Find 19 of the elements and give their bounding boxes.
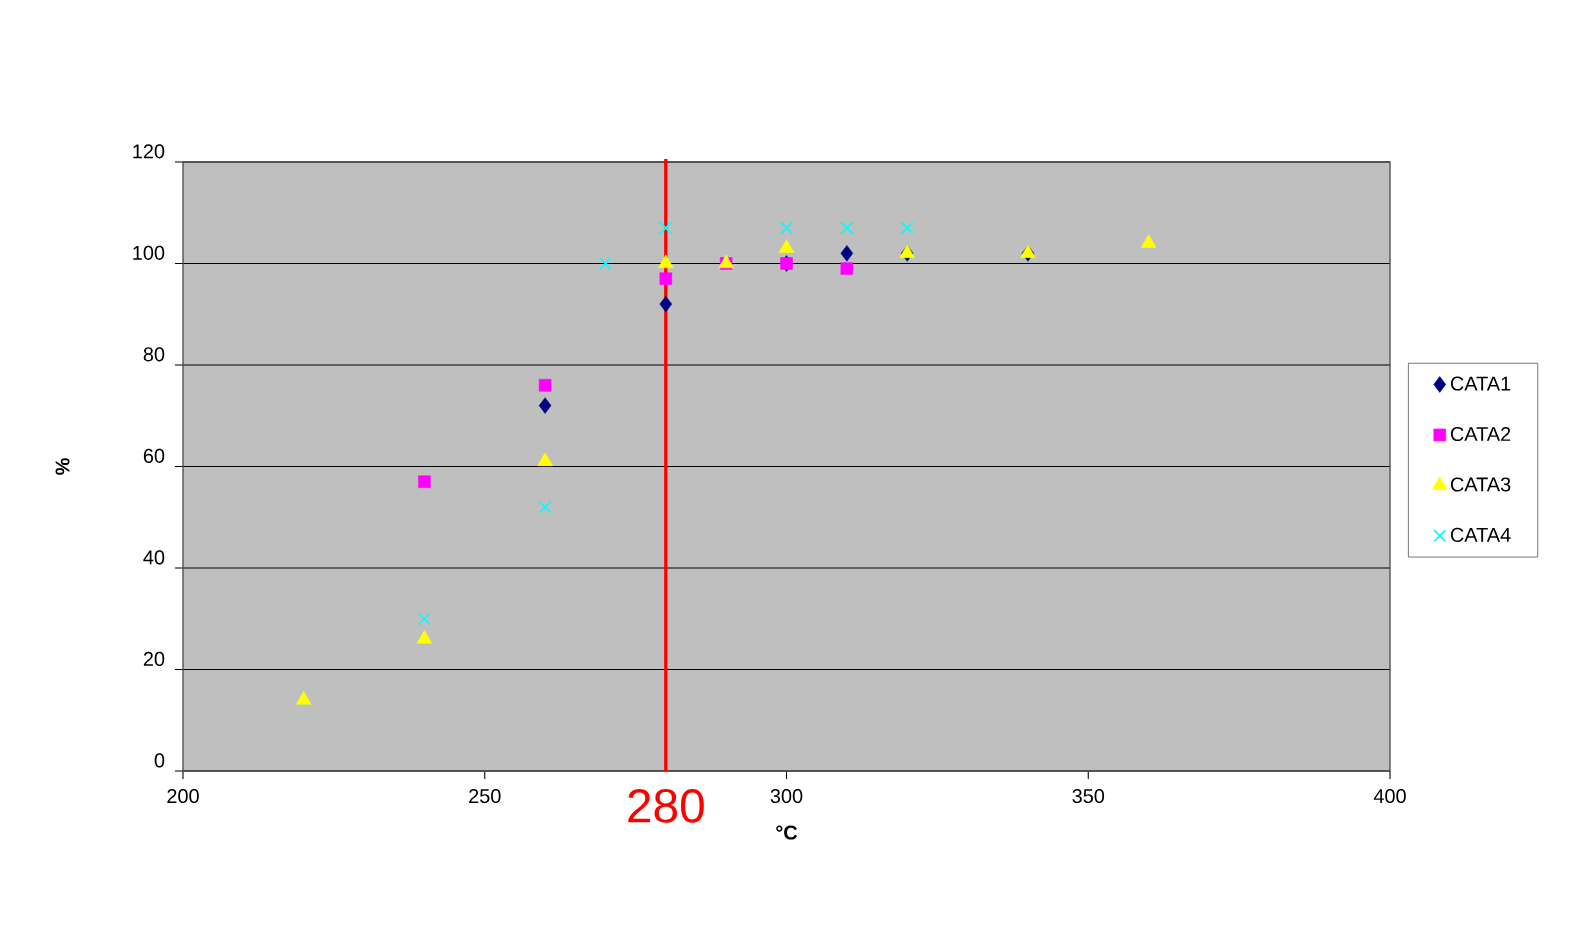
ref-line-label: 280 — [628, 788, 704, 823]
y-tick-label: 40 — [143, 550, 165, 565]
y-tick-label: 60 — [143, 448, 165, 463]
legend-label: CATA2 — [1450, 426, 1511, 442]
y-axis-title: % — [55, 458, 70, 475]
legend-label: CATA1 — [1450, 376, 1511, 391]
x-tick-label: 250 — [469, 788, 501, 804]
legend-label: CATA4 — [1450, 527, 1511, 542]
x-tick-label: 300 — [770, 788, 803, 804]
x-tick-label: 400 — [1373, 788, 1406, 804]
y-tick-label: 0 — [154, 753, 165, 768]
y-tick-label: 80 — [143, 347, 165, 362]
legend-label: CATA3 — [1450, 477, 1511, 492]
x-axis-title: °C — [776, 825, 798, 840]
y-tick-label: 120 — [133, 144, 165, 159]
x-tick-label: 350 — [1072, 788, 1105, 804]
x-tick-label: 200 — [167, 788, 199, 804]
y-tick-label: 100 — [133, 245, 165, 260]
y-tick-label: 20 — [143, 651, 165, 666]
